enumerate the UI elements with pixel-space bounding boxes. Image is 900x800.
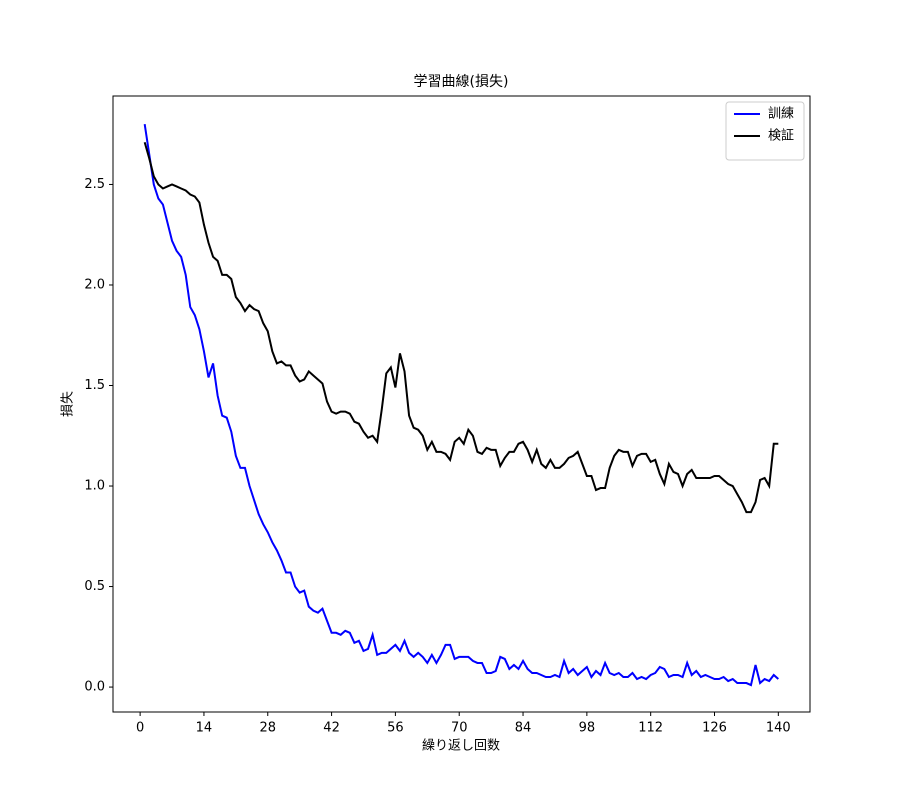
x-tick-label: 28 bbox=[259, 721, 276, 736]
x-tick-label: 98 bbox=[579, 721, 596, 736]
plot-frame bbox=[112, 95, 811, 713]
x-tick-label: 112 bbox=[638, 721, 663, 736]
legend-label: 検証 bbox=[768, 129, 794, 144]
x-tick-label: 0 bbox=[136, 721, 144, 736]
y-tick-label: 1.5 bbox=[84, 378, 105, 393]
y-axis-label: 損失 bbox=[61, 391, 76, 417]
x-tick-label: 70 bbox=[451, 721, 468, 736]
x-tick-label: 14 bbox=[196, 721, 213, 736]
y-tick-label: 1.0 bbox=[84, 479, 105, 494]
series-line bbox=[143, 124, 779, 687]
x-tick-label: 56 bbox=[387, 721, 404, 736]
y-tick-label: 0.0 bbox=[84, 680, 105, 695]
y-tick-label: 2.0 bbox=[84, 277, 105, 292]
x-tick-label: 140 bbox=[766, 721, 791, 736]
x-axis-label: 繰り返し回数 bbox=[422, 739, 500, 754]
series-line bbox=[143, 141, 779, 514]
chart-title: 学習曲線(損失) bbox=[414, 74, 509, 90]
y-tick-label: 0.5 bbox=[84, 579, 105, 594]
y-tick-label: 2.5 bbox=[84, 177, 105, 192]
legend-label: 訓練 bbox=[768, 106, 794, 122]
x-tick-label: 126 bbox=[702, 721, 727, 736]
x-tick-label: 84 bbox=[515, 721, 532, 736]
x-tick-label: 42 bbox=[323, 721, 340, 736]
legend-box bbox=[725, 101, 805, 161]
